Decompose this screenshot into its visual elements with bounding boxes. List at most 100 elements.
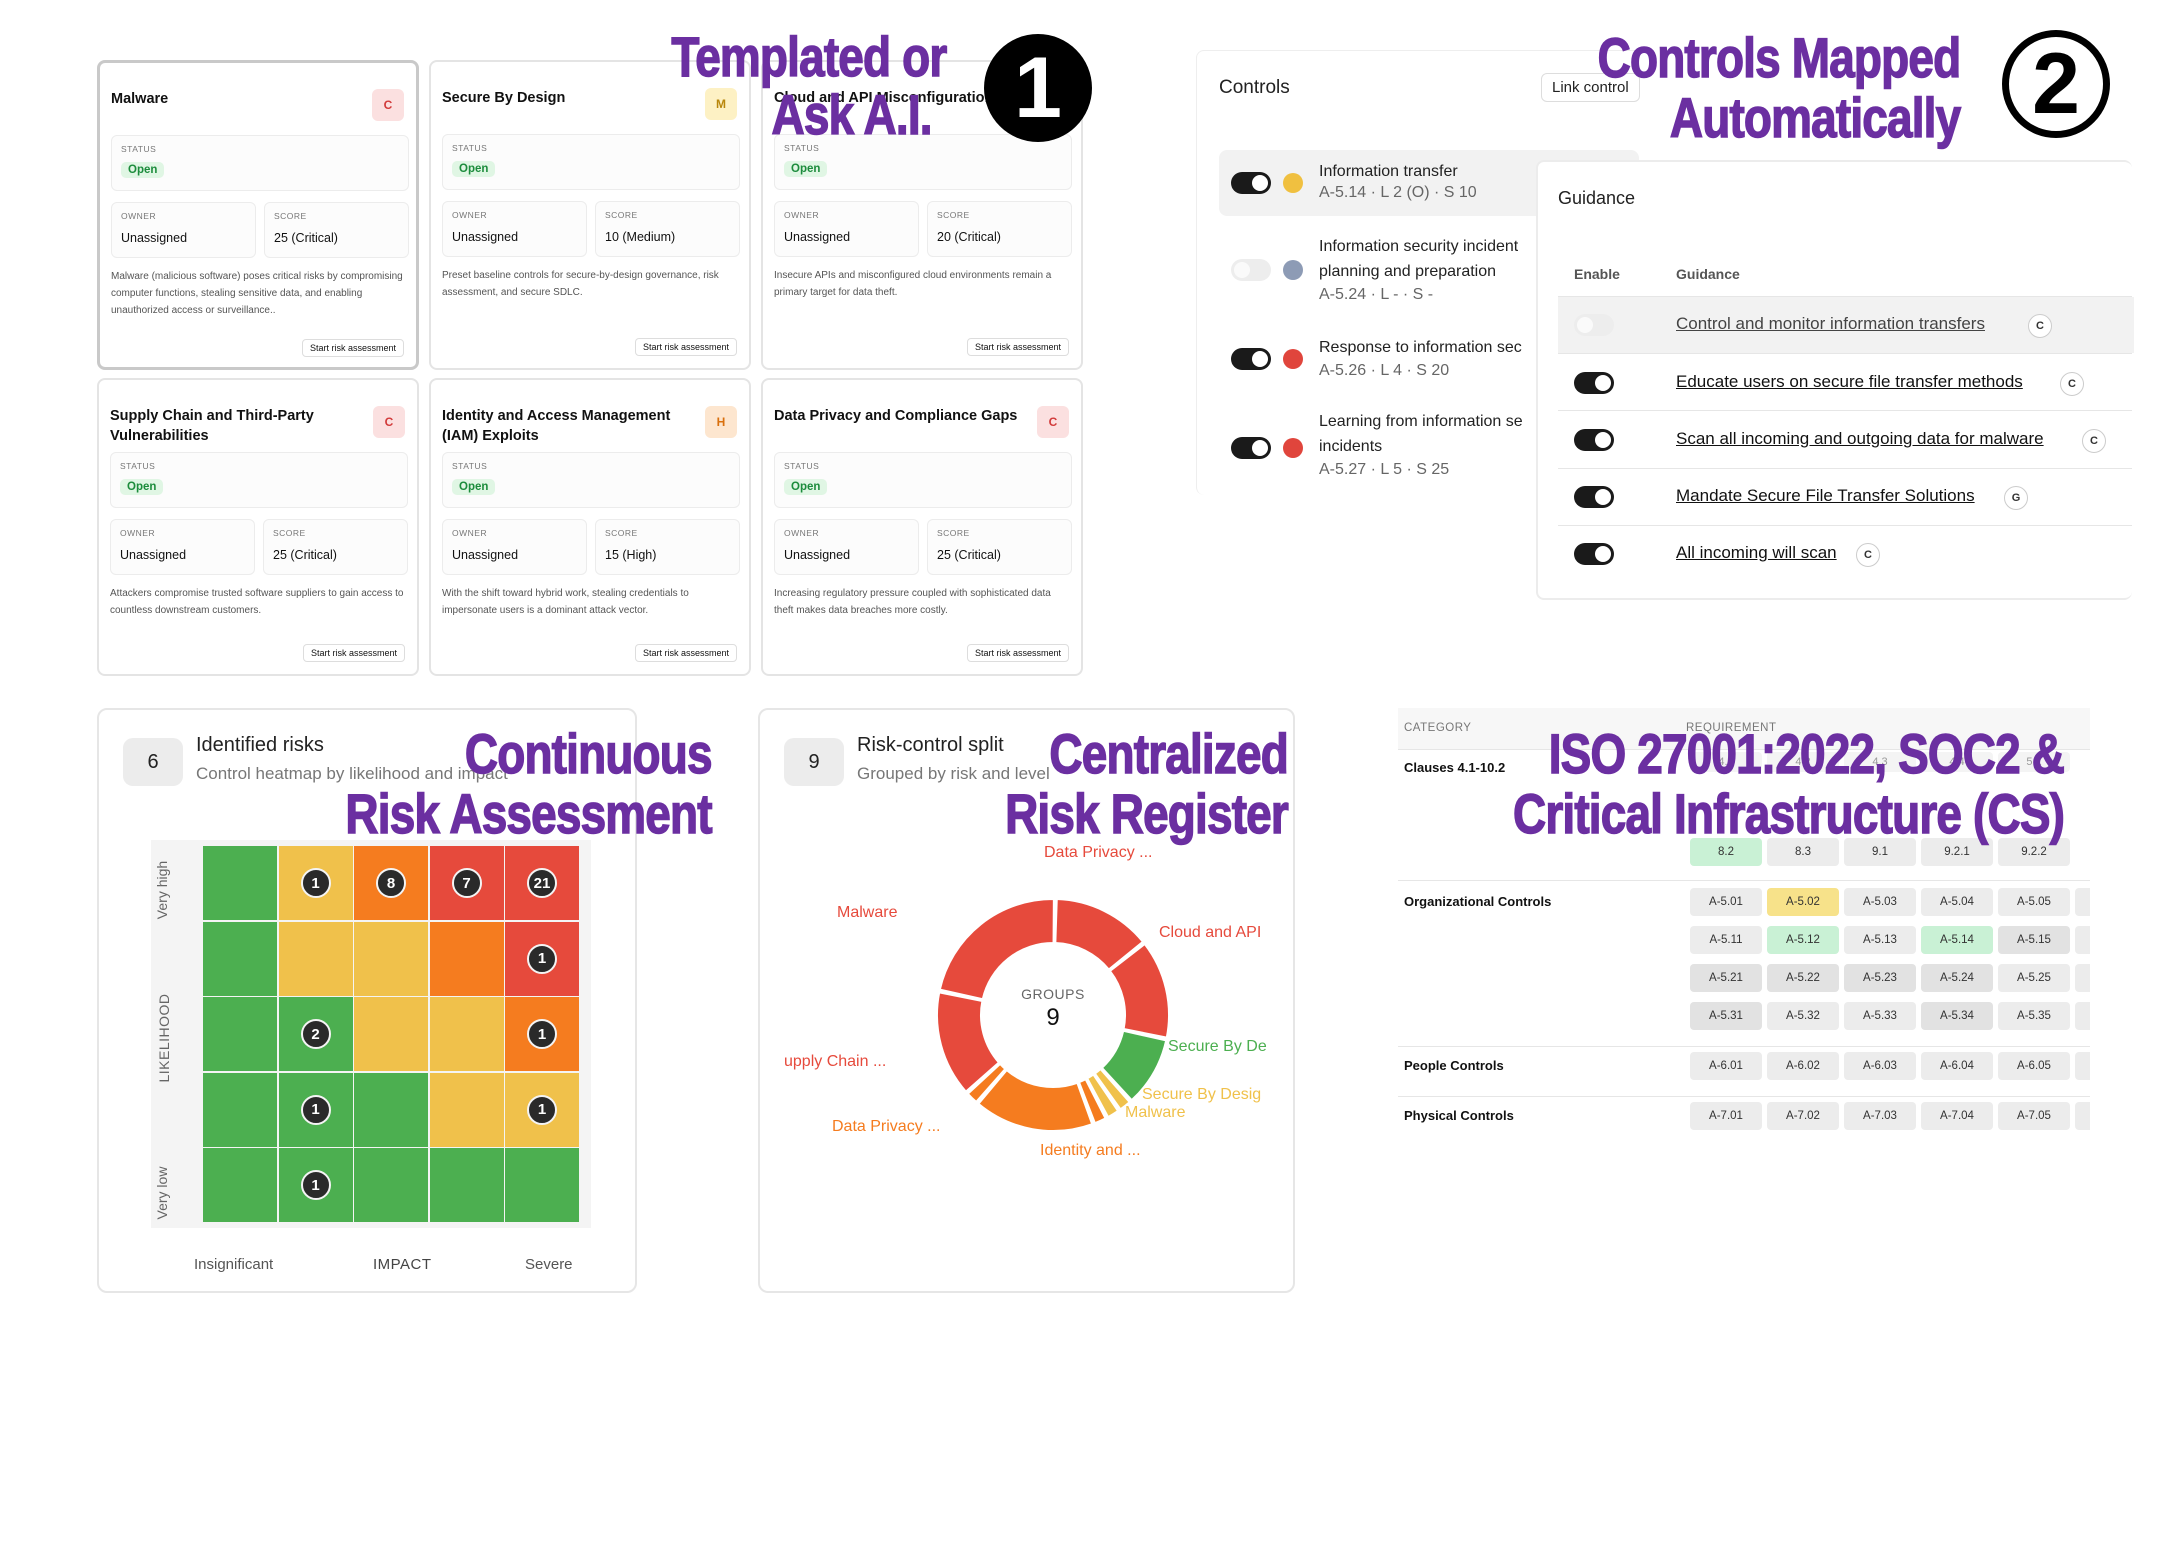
heatmap-cell[interactable] [429, 1072, 504, 1147]
heatmap-cell[interactable] [354, 1072, 428, 1147]
heatmap-cell[interactable]: 7 [429, 846, 504, 920]
owner-box[interactable]: OWNER Unassigned [774, 519, 919, 575]
guidance-link[interactable]: All incoming will scan [1676, 543, 1837, 562]
control-chip[interactable]: A-5.01 [1690, 888, 1762, 916]
guidance-link[interactable]: Mandate Secure File Transfer Solutions [1676, 486, 1975, 505]
heatmap-cell[interactable] [354, 1148, 428, 1222]
control-chip[interactable]: A-7.03 [1844, 1102, 1916, 1130]
start-risk-assessment-button[interactable]: Start risk assessment [966, 338, 1069, 356]
heatmap-cell[interactable]: 1 [278, 846, 353, 920]
control-chip[interactable]: A-5.05 [1998, 888, 2070, 916]
donut-segment[interactable] [1054, 898, 1145, 971]
control-toggle[interactable] [1231, 437, 1271, 459]
control-chip[interactable]: A-5.33 [1844, 1002, 1916, 1030]
clause-chip[interactable]: 4.4 [1921, 752, 1993, 772]
heatmap-cell[interactable] [203, 921, 277, 996]
control-toggle[interactable] [1231, 348, 1271, 370]
heatmap-cell[interactable]: 2 [278, 997, 353, 1071]
donut-segment[interactable] [936, 991, 1001, 1094]
guidance-toggle[interactable] [1574, 429, 1614, 451]
start-risk-assessment-button[interactable]: Start risk assessment [301, 339, 404, 357]
heatmap-cell[interactable] [203, 997, 277, 1071]
heatmap-cell[interactable]: 21 [505, 846, 579, 920]
start-risk-assessment-button[interactable]: Start risk assessment [302, 644, 405, 662]
control-chip[interactable]: A-6.03 [1844, 1052, 1916, 1080]
control-chip[interactable]: A-5.21 [1690, 964, 1762, 992]
guidance-toggle[interactable] [1574, 314, 1614, 336]
risk-card[interactable]: Supply Chain and Third-Party Vulnerabili… [97, 378, 419, 676]
control-chip[interactable]: A-7.05 [1998, 1102, 2070, 1130]
guidance-toggle[interactable] [1574, 486, 1614, 508]
heatmap-cell[interactable] [429, 921, 504, 996]
control-toggle[interactable] [1231, 172, 1271, 194]
control-chip[interactable]: A-5.02 [1767, 888, 1839, 916]
control-chip[interactable]: A-6.04 [1921, 1052, 1993, 1080]
control-chip[interactable]: A-5.24 [1921, 964, 1993, 992]
control-chip[interactable]: A-7.01 [1690, 1102, 1762, 1130]
heatmap-cell[interactable] [354, 921, 428, 996]
start-risk-assessment-button[interactable]: Start risk assessment [966, 644, 1069, 662]
heatmap-cell[interactable]: 1 [505, 997, 579, 1071]
heatmap-cell[interactable]: 1 [505, 921, 579, 996]
control-chip[interactable]: A-5.04 [1921, 888, 1993, 916]
owner-box[interactable]: OWNER Unassigned [442, 519, 587, 575]
control-chip[interactable]: A-5.23 [1844, 964, 1916, 992]
control-chip[interactable]: A-5.31 [1690, 1002, 1762, 1030]
control-chip[interactable]: A-7.02 [1767, 1102, 1839, 1130]
guidance-toggle[interactable] [1574, 372, 1614, 394]
clause-chip[interactable]: 4.2 [1767, 752, 1839, 772]
control-chip[interactable]: A-5.13 [1844, 926, 1916, 954]
guidance-link[interactable]: Educate users on secure file transfer me… [1676, 372, 2023, 391]
clause-chip[interactable]: 4.1 [1690, 752, 1762, 772]
heatmap-cell[interactable] [354, 997, 428, 1071]
heatmap-cell[interactable] [203, 846, 277, 920]
donut-segment[interactable] [1100, 1029, 1168, 1102]
heatmap-cell[interactable] [429, 997, 504, 1071]
control-chip[interactable]: A-5.03 [1844, 888, 1916, 916]
heatmap-cell[interactable] [203, 1072, 277, 1147]
heatmap-cell[interactable] [429, 1148, 504, 1222]
control-chip[interactable]: A-5.14 [1921, 926, 1993, 954]
donut-segment[interactable] [1077, 1077, 1107, 1125]
heatmap-cell[interactable] [505, 1148, 579, 1222]
owner-box[interactable]: OWNER Unassigned [111, 202, 256, 258]
heatmap-cell[interactable] [278, 921, 353, 996]
donut-segment[interactable] [976, 1068, 1094, 1132]
control-chip[interactable]: A-5.12 [1767, 926, 1839, 954]
control-chip[interactable]: A-6.02 [1767, 1052, 1839, 1080]
donut-segment[interactable] [1085, 1073, 1120, 1119]
guidance-toggle[interactable] [1574, 543, 1614, 565]
heatmap-cell[interactable]: 1 [505, 1072, 579, 1147]
control-chip[interactable]: A-5.15 [1998, 926, 2070, 954]
donut-segment[interactable] [966, 1062, 1007, 1104]
control-chip[interactable]: A-6.05 [1998, 1052, 2070, 1080]
risk-card[interactable]: Identity and Access Management (IAM) Exp… [429, 378, 751, 676]
risk-card[interactable]: Data Privacy and Compliance Gaps C STATUS O… [761, 378, 1083, 676]
risk-card[interactable]: Secure By Design M STATUS Open OWNER Unassign… [429, 60, 751, 370]
donut-segment[interactable] [1093, 1067, 1132, 1111]
control-chip[interactable]: A-5.32 [1767, 1002, 1839, 1030]
owner-box[interactable]: OWNER Unassigned [442, 201, 587, 257]
control-chip[interactable]: A-5.35 [1998, 1002, 2070, 1030]
risk-card[interactable]: Malware C STATUS Open OWNER Unassigned SCORE 25… [97, 60, 419, 370]
control-chip[interactable]: A-5.25 [1998, 964, 2070, 992]
control-chip[interactable]: A-5.22 [1767, 964, 1839, 992]
control-chip[interactable]: A-7.04 [1921, 1102, 1993, 1130]
donut-segment[interactable] [938, 898, 1055, 1001]
control-chip[interactable]: A-5.34 [1921, 1002, 1993, 1030]
guidance-link[interactable]: Control and monitor information transfer… [1676, 314, 1985, 333]
heatmap-cell[interactable] [203, 1148, 277, 1222]
heatmap-cell[interactable]: 1 [278, 1148, 353, 1222]
clause-chip[interactable]: 5.1 [1998, 752, 2070, 772]
start-risk-assessment-button[interactable]: Start risk assessment [634, 338, 737, 356]
owner-box[interactable]: OWNER Unassigned [774, 201, 919, 257]
clause-chip[interactable]: 4.3 [1844, 752, 1916, 772]
clause-chip[interactable]: 9.2.1 [1921, 838, 1993, 866]
heatmap-cell[interactable]: 1 [278, 1072, 353, 1147]
donut-segment[interactable] [1108, 942, 1170, 1039]
control-toggle[interactable] [1231, 259, 1271, 281]
clause-chip[interactable]: 9.2.2 [1998, 838, 2070, 866]
owner-box[interactable]: OWNER Unassigned [110, 519, 255, 575]
link-control-button[interactable]: Link control [1541, 73, 1640, 102]
guidance-link[interactable]: Scan all incoming and outgoing data for … [1676, 429, 2044, 448]
